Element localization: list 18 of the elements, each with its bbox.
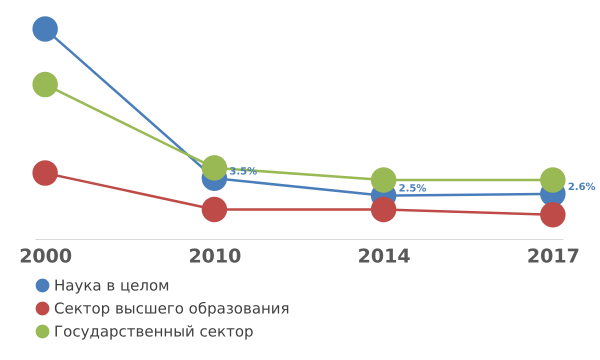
legend-label: Наука в целом (54, 276, 170, 294)
x-tick-label: 2010 (188, 246, 242, 268)
point (32, 160, 58, 186)
point (540, 167, 566, 193)
point (370, 167, 396, 193)
legend-label: Сектор высшего образования (54, 300, 290, 318)
x-tick-label: 2017 (526, 246, 580, 268)
point (202, 196, 228, 222)
point (370, 196, 396, 222)
point (540, 202, 566, 228)
data-label: 2.5% (398, 184, 426, 195)
x-tick-label: 2000 (19, 246, 72, 268)
legend-label: Государственный сектор (54, 322, 254, 340)
point (202, 155, 228, 181)
data-label: 2.6% (568, 182, 596, 193)
x-tick-label: 2014 (358, 246, 411, 268)
point (32, 72, 58, 98)
point (32, 16, 58, 42)
